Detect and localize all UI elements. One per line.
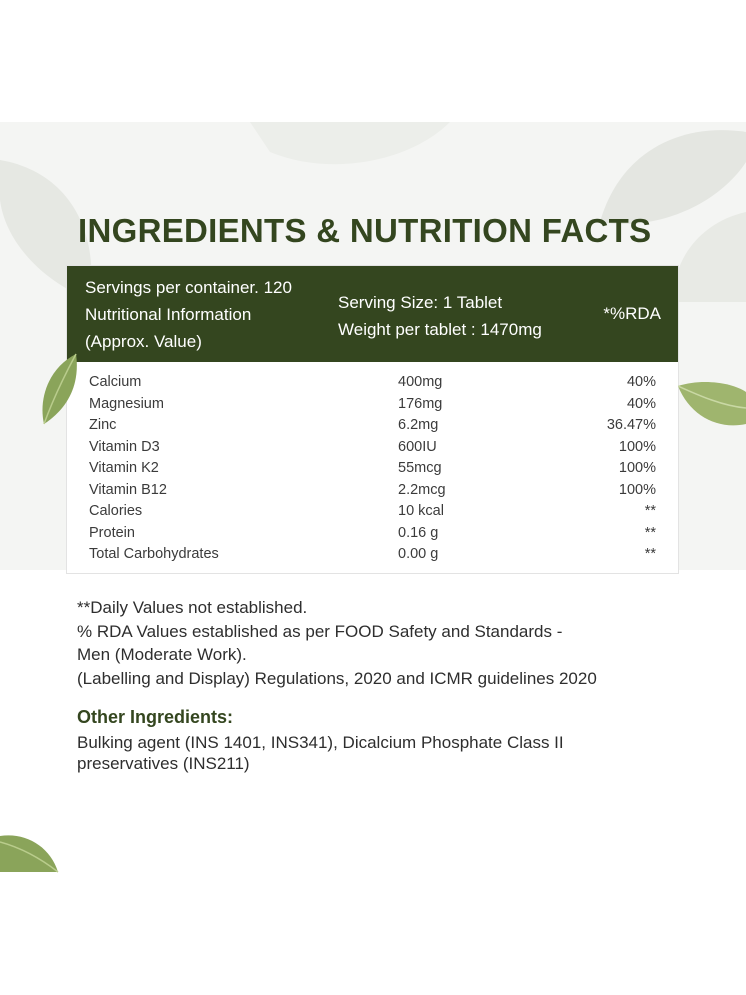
nutrient-name: Total Carbohydrates	[89, 546, 219, 562]
nutrient-name: Vitamin K2	[89, 460, 159, 476]
other-ingredients-line: Bulking agent (INS 1401, INS341), Dicalc…	[77, 733, 564, 752]
footnote-line: Men (Moderate Work).	[77, 645, 247, 664]
footnotes: **Daily Values not established. % RDA Va…	[77, 596, 597, 690]
nutrient-rda: 40%	[626, 395, 656, 412]
header-left-block: Servings per container. 120 Nutritional …	[85, 274, 292, 355]
table-row: Magnesium 176mg 40%	[67, 394, 678, 416]
servings-per-container: Servings per container. 120	[85, 278, 292, 297]
table-row: Calories 10 kcal **	[67, 501, 678, 523]
nutrition-rows: Calcium 400mg 40% Magnesium 176mg 40% Zinc 6.…	[67, 372, 678, 566]
nutrient-rda: 40%	[626, 374, 656, 390]
nutrient-name: Calcium	[89, 374, 142, 390]
nutrient-rda: 100%	[618, 481, 656, 498]
rda-column-header: *%RDA	[603, 304, 661, 323]
table-row: Vitamin K2 55mcg 100%	[67, 458, 678, 480]
table-row: Vitamin D3 600IU 100%	[67, 437, 678, 459]
header-middle-block: Serving Size: 1 Tablet Weight per tablet…	[338, 289, 542, 343]
nutrient-amount: 400mg	[398, 374, 443, 390]
nutrient-amount: 600IU	[398, 438, 437, 455]
nutrition-table-header: Servings per container. 120 Nutritional …	[67, 266, 678, 362]
nutrient-rda: **	[644, 524, 656, 541]
nutrient-rda: **	[644, 503, 656, 519]
nutrient-name: Zinc	[89, 417, 117, 433]
serving-size: Serving Size: 1 Tablet	[338, 293, 503, 312]
nutrient-rda: 100%	[618, 460, 656, 476]
nutrition-table: Servings per container. 120 Nutritional …	[66, 265, 679, 574]
background-leaf-right-icon	[600, 130, 746, 302]
table-row: Zinc 6.2mg 36.47%	[67, 415, 678, 437]
approx-value-label: (Approx. Value)	[85, 332, 202, 351]
footnote-line: (Labelling and Display) Regulations, 202…	[77, 668, 597, 688]
page-title: INGREDIENTS & NUTRITION FACTS	[78, 212, 652, 249]
decorative-leaf-icon	[42, 353, 77, 425]
nutrient-rda: **	[644, 546, 656, 562]
decorative-leaf-icon	[0, 835, 59, 873]
background-leaf-top-icon	[250, 122, 450, 165]
nutritional-information-label: Nutritional Information	[85, 305, 252, 324]
nutrient-amount: 2.2mcg	[398, 481, 446, 498]
nutrient-amount: 55mcg	[398, 460, 442, 476]
other-ingredients-text: Bulking agent (INS 1401, INS341), Dicalc…	[77, 732, 564, 774]
nutrient-name: Protein	[89, 524, 135, 541]
table-row: Total Carbohydrates 0.00 g **	[67, 544, 678, 566]
table-row: Protein 0.16 g **	[67, 523, 678, 545]
nutrient-rda: 36.47%	[606, 417, 656, 433]
table-row: Vitamin B12 2.2mcg 100%	[67, 480, 678, 502]
nutrient-rda: 100%	[618, 438, 656, 455]
nutrient-name: Calories	[89, 503, 143, 519]
table-row: Calcium 400mg 40%	[67, 372, 678, 394]
nutrient-amount: 176mg	[398, 395, 443, 412]
nutrient-amount: 0.00 g	[398, 546, 439, 562]
footnote-line: **Daily Values not established.	[77, 598, 308, 617]
nutrient-name: Magnesium	[89, 395, 164, 412]
other-ingredients-title: Other Ingredients:	[77, 707, 234, 727]
nutrient-name: Vitamin D3	[89, 438, 160, 455]
weight-per-tablet: Weight per tablet : 1470mg	[338, 320, 542, 339]
footnote-line: % RDA Values established as per FOOD Saf…	[77, 621, 563, 641]
decorative-leaf-icon	[678, 381, 746, 426]
other-ingredients-line: preservatives (INS211)	[77, 754, 250, 773]
nutrient-amount: 0.16 g	[398, 524, 439, 541]
nutrient-amount: 6.2mg	[398, 417, 439, 433]
nutrient-amount: 10 kcal	[398, 503, 444, 519]
nutrient-name: Vitamin B12	[89, 481, 167, 498]
